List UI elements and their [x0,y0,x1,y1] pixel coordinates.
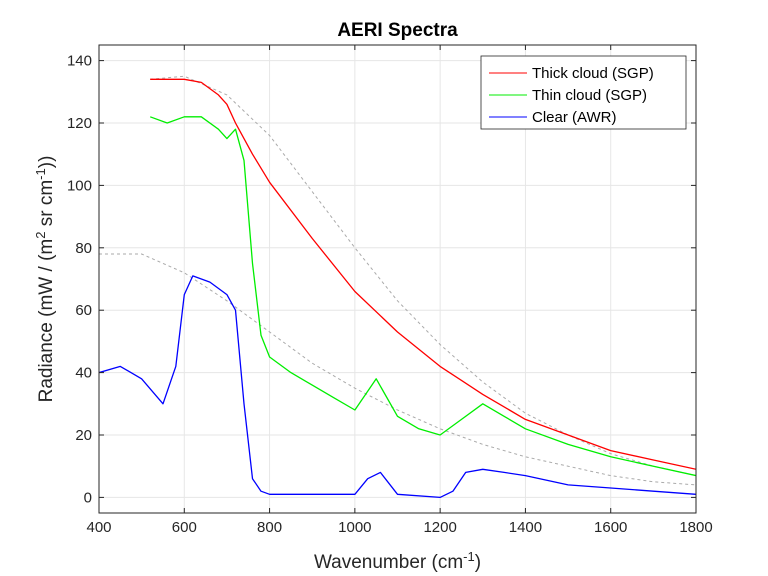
y-tick-label: 140 [67,53,92,70]
legend-label-thick-cloud: Thick cloud (SGP) [532,65,654,82]
x-tick-label: 800 [257,519,282,536]
plot-frame [98,44,697,514]
x-tick-label: 1200 [423,519,456,536]
x-tick-label: 1400 [509,519,542,536]
x-tick-label: 1600 [594,519,627,536]
ticks: 400 600 800 1000 1200 1400 1600 1800 0 20 40 60 80 10… [67,45,713,536]
y-tick-label: 120 [67,115,92,132]
series-line-thick-cloud-sgp [150,78,696,470]
y-tick-label: 80 [75,240,92,257]
y-tick-label: 40 [75,365,92,382]
x-tick-label: 1800 [679,519,712,536]
series-line-planck-reference-thick [150,75,696,477]
legend: Thick cloud (SGP) Thin cloud (SGP) Clear… [480,55,687,130]
y-tick-label: 100 [67,177,92,194]
y-tick-label: 60 [75,302,92,319]
x-axis-label: Wavenumber (cm-1) [314,549,481,573]
series-line-planck-reference-clear [99,253,696,486]
y-axis-label: Radiance (mW / (m2 sr cm-1)) [33,156,57,403]
x-tick-label: 1000 [338,519,371,536]
x-tick-label: 600 [172,519,197,536]
chart-title: AERI Spectra [337,20,458,41]
y-tick-label: 0 [84,489,92,506]
series-line-clear-awr [99,275,696,499]
x-tick-label: 400 [86,519,111,536]
series-line-thin-cloud-sgp [149,116,696,477]
series-layer [99,75,696,499]
legend-label-thin-cloud: Thin cloud (SGP) [532,87,647,104]
legend-label-clear: Clear (AWR) [532,109,616,126]
y-tick-label: 20 [75,427,92,444]
